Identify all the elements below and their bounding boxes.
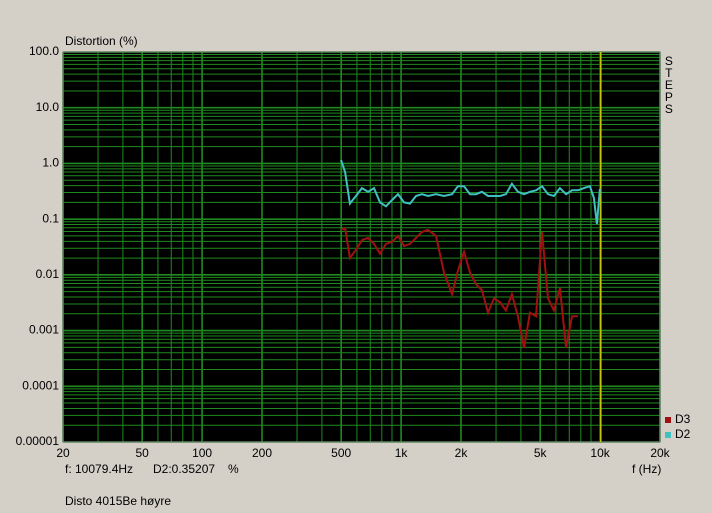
- cursor-readout: f: 10079.4Hz: [65, 462, 133, 476]
- x-axis-label: f (Hz): [632, 462, 661, 476]
- y-tick-label: 0.01: [36, 267, 60, 281]
- legend-label: D3: [675, 412, 691, 426]
- x-tick-label: 2k: [455, 446, 469, 460]
- plot-area: [63, 52, 660, 442]
- x-tick-label: 20: [56, 446, 70, 460]
- x-tick-label: 1k: [395, 446, 409, 460]
- x-tick-label: 500: [331, 446, 351, 460]
- y-tick-label: 100.0: [29, 44, 59, 58]
- x-tick-label: 20k: [650, 446, 670, 460]
- y-tick-label: 1.0: [42, 156, 59, 170]
- legend-swatch: [665, 432, 671, 438]
- y-tick-label: 0.001: [29, 323, 59, 337]
- y-tick-label: 0.1: [42, 211, 59, 225]
- x-tick-label: 100: [192, 446, 212, 460]
- cursor-value: D2:0.35207: [153, 462, 215, 476]
- side-label: STEPS: [662, 54, 676, 114]
- cursor-unit: %: [228, 462, 239, 476]
- x-tick-label: 5k: [534, 446, 548, 460]
- y-tick-label: 0.0001: [22, 378, 59, 392]
- x-tick-label: 50: [136, 446, 150, 460]
- series-line: [340, 226, 578, 348]
- legend-label: D2: [675, 427, 691, 441]
- y-tick-label: 0.00001: [16, 434, 60, 448]
- series-line: [340, 159, 601, 225]
- y-tick-label: 10.0: [36, 100, 60, 114]
- x-tick-label: 200: [252, 446, 272, 460]
- legend-swatch: [665, 417, 671, 423]
- y-axis-label: Distortion (%): [65, 34, 138, 48]
- plot-frame: [62, 51, 661, 443]
- note: Disto 4015Be høyre: [65, 494, 171, 508]
- x-tick-label: 10k: [590, 446, 610, 460]
